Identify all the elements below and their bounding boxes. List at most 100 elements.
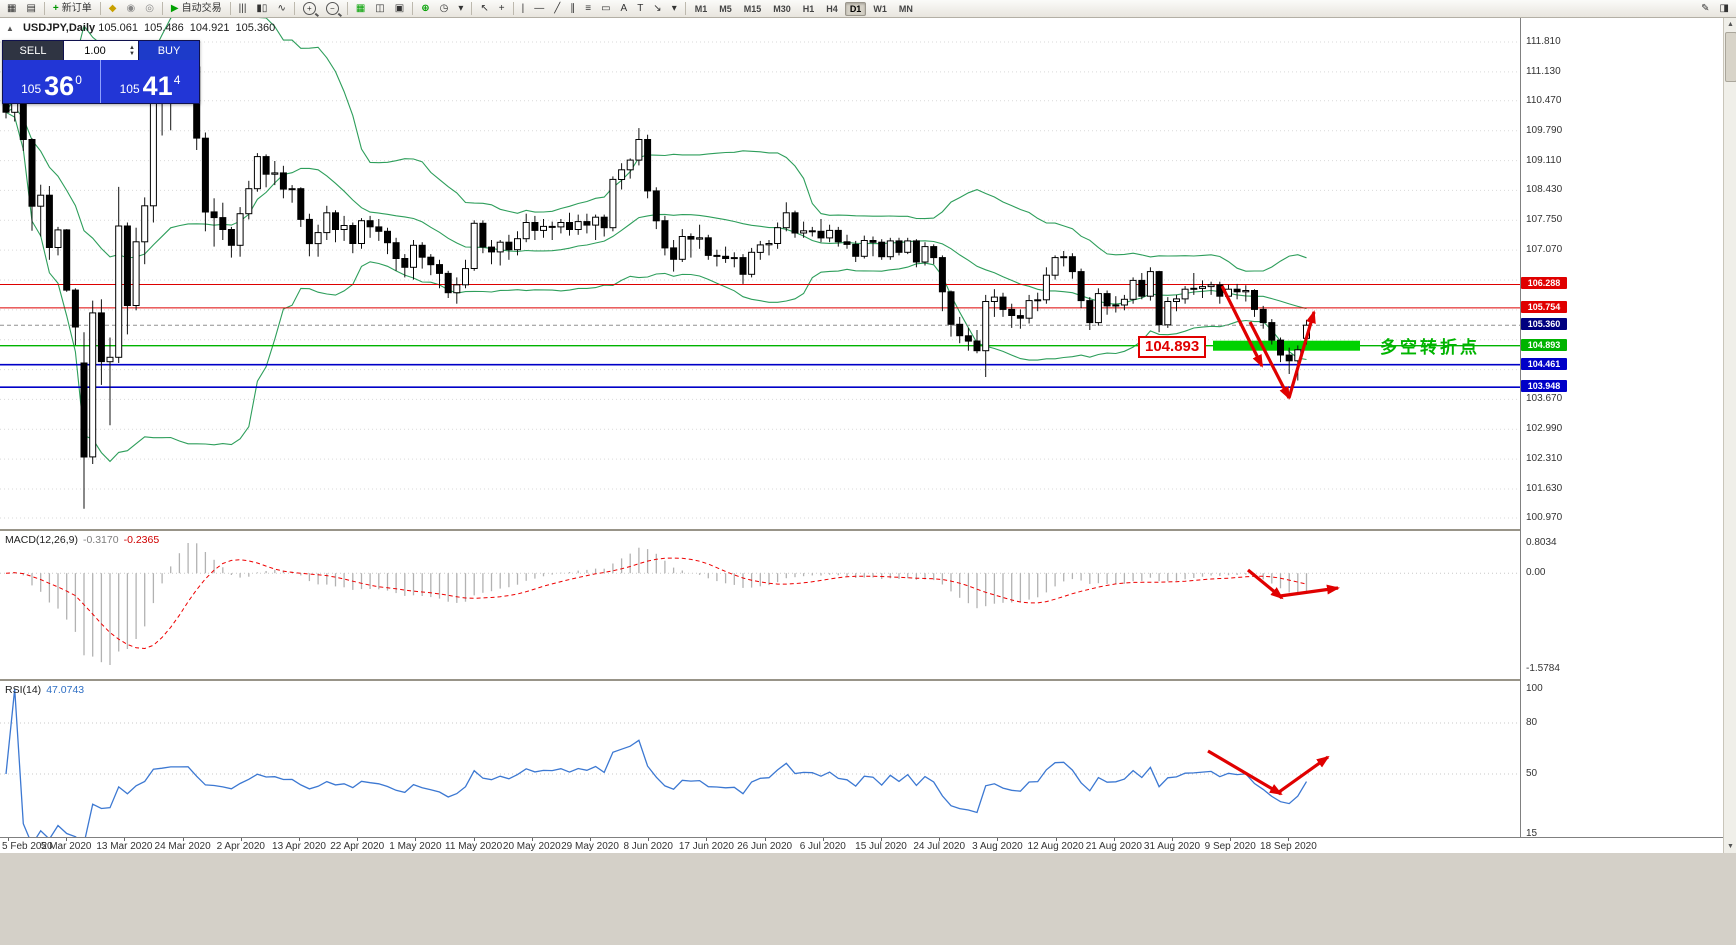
time-tick bbox=[939, 838, 941, 841]
date-label: 26 Jun 2020 bbox=[737, 841, 793, 852]
zoom-in-icon[interactable]: + bbox=[299, 0, 320, 18]
scrollbar-thumb[interactable] bbox=[1725, 32, 1736, 82]
timeframe-m30[interactable]: M30 bbox=[773, 3, 791, 14]
candlestick bbox=[1086, 297, 1094, 330]
time-tick bbox=[357, 838, 359, 841]
timeframe-m15[interactable]: M15 bbox=[743, 3, 762, 14]
new-order-button[interactable]: + 新订单 bbox=[52, 2, 92, 14]
zoom-out-icon[interactable]: − bbox=[322, 0, 343, 18]
text-tool[interactable]: A bbox=[620, 2, 628, 14]
time-tick bbox=[299, 838, 300, 841]
candlestick bbox=[843, 234, 851, 249]
candlestick bbox=[869, 236, 877, 257]
bollinger-upper-band[interactable] bbox=[5, 1, 1307, 272]
candlestick bbox=[748, 247, 756, 278]
bar-chart-icon[interactable]: ||| bbox=[238, 2, 247, 14]
label-tool[interactable]: T bbox=[637, 2, 644, 14]
cycles-icon[interactable]: ◷ bbox=[439, 2, 449, 14]
highlight-icon[interactable]: ◨ bbox=[1719, 2, 1729, 14]
candlestick bbox=[609, 176, 617, 232]
timeframe-mn[interactable]: MN bbox=[898, 3, 913, 14]
turning-point-bar[interactable] bbox=[1213, 340, 1360, 351]
price-axis-label: 111.130 bbox=[1526, 65, 1561, 77]
price-axis-label: 107.070 bbox=[1526, 244, 1563, 256]
candlestick bbox=[71, 288, 79, 345]
autotrade-button[interactable]: ▶ 自动交易 bbox=[170, 2, 222, 14]
pencil-icon[interactable]: ✎ bbox=[1701, 2, 1710, 14]
macd-axis-zero: 0.00 bbox=[1526, 567, 1546, 579]
volume-input[interactable] bbox=[64, 43, 126, 58]
time-tick bbox=[182, 838, 184, 841]
timeframe-m1[interactable]: M1 bbox=[694, 3, 708, 14]
timeframe-m5[interactable]: M5 bbox=[719, 3, 732, 14]
chart-list-icon[interactable]: ▤ bbox=[26, 2, 36, 14]
grid-icon[interactable]: ▦ bbox=[355, 2, 366, 14]
volume-up-icon[interactable]: ▲ bbox=[129, 44, 135, 51]
candlestick bbox=[1138, 273, 1146, 300]
price-axis-label: 102.310 bbox=[1526, 453, 1563, 465]
panel-separator[interactable] bbox=[0, 529, 1736, 531]
turning-point-text[interactable]: 多空转折点 bbox=[1380, 338, 1480, 357]
timeframe-w1[interactable]: W1 bbox=[873, 3, 887, 14]
new-chart-icon[interactable]: ▦ bbox=[7, 2, 17, 14]
sell-price-button[interactable]: 105 36 0 bbox=[3, 60, 101, 103]
timeframe-h4[interactable]: H4 bbox=[826, 3, 838, 14]
time-tick bbox=[1230, 838, 1232, 841]
candlestick-chart-icon[interactable]: ▮▯ bbox=[256, 2, 268, 14]
line-chart-icon[interactable]: ∿ bbox=[277, 2, 286, 14]
timeframe-h1[interactable]: H1 bbox=[802, 3, 815, 14]
arrange-windows-icon[interactable]: ▣ bbox=[394, 2, 405, 14]
candlestick bbox=[1199, 280, 1206, 298]
vertical-line-tool[interactable]: | bbox=[521, 2, 525, 14]
timeframe-d1[interactable]: D1 bbox=[844, 1, 867, 16]
candlestick bbox=[531, 215, 539, 240]
bollinger-lower-band[interactable] bbox=[5, 111, 1307, 463]
candlestick bbox=[982, 294, 990, 377]
horizontal-line-tool[interactable]: ― bbox=[534, 2, 545, 14]
date-label: 11 May 2020 bbox=[445, 841, 503, 852]
candlestick bbox=[37, 184, 45, 237]
scroll-down-icon[interactable]: ▼ bbox=[1727, 843, 1734, 850]
arrows-tool[interactable]: ↘ bbox=[653, 2, 662, 14]
main-chart-panel[interactable] bbox=[0, 1, 1520, 529]
candlestick bbox=[765, 240, 773, 256]
volume-down-icon[interactable]: ▼ bbox=[129, 50, 135, 57]
buy-price-button[interactable]: 105 41 4 bbox=[101, 60, 199, 103]
channel-tool[interactable]: ∥ bbox=[570, 2, 576, 14]
rsi-panel[interactable] bbox=[0, 681, 1520, 846]
candlestick bbox=[89, 300, 97, 464]
fibonacci-tool[interactable]: ≡ bbox=[585, 2, 592, 14]
candlestick bbox=[652, 187, 660, 230]
panel-separator[interactable] bbox=[0, 679, 1736, 681]
alerts-icon[interactable]: ◆ bbox=[108, 2, 117, 14]
objects-dropdown-icon[interactable]: ▾ bbox=[671, 2, 677, 14]
time-tick bbox=[473, 838, 475, 841]
scroll-up-icon[interactable]: ▲ bbox=[1727, 21, 1734, 28]
tile-windows-icon[interactable]: ◫ bbox=[375, 2, 385, 14]
chart-symbol-icon: ▲ bbox=[6, 24, 14, 33]
crosshair-icon[interactable]: + bbox=[498, 2, 505, 14]
cursor-icon[interactable]: ↖ bbox=[480, 2, 489, 14]
candlestick bbox=[852, 240, 860, 262]
add-indicator-icon[interactable]: ⊕ bbox=[421, 2, 430, 14]
economic-calendar-icon[interactable]: ◎ bbox=[145, 2, 154, 14]
candlestick bbox=[808, 226, 816, 237]
shapes-tool[interactable]: ▭ bbox=[601, 2, 611, 14]
candlestick bbox=[1251, 289, 1258, 317]
candlestick bbox=[739, 254, 747, 284]
buy-button[interactable]: BUY bbox=[139, 41, 199, 60]
vertical-scrollbar[interactable]: ▲ ▼ bbox=[1723, 18, 1736, 853]
candlestick bbox=[1060, 251, 1068, 267]
price-flag-annotation[interactable]: 104.893 bbox=[1138, 336, 1207, 358]
candlestick bbox=[1207, 281, 1215, 295]
templates-dropdown-icon[interactable]: ▾ bbox=[458, 2, 464, 14]
news-icon[interactable]: ◉ bbox=[126, 2, 136, 14]
volume-stepper[interactable]: ▲ ▼ bbox=[126, 45, 138, 57]
macd-panel[interactable] bbox=[0, 531, 1520, 679]
candlestick bbox=[964, 327, 972, 351]
date-label: 12 Aug 2020 bbox=[1027, 841, 1084, 852]
sell-button[interactable]: SELL bbox=[3, 41, 63, 60]
trendline-tool[interactable]: ╱ bbox=[554, 2, 561, 14]
candlestick bbox=[670, 240, 678, 272]
